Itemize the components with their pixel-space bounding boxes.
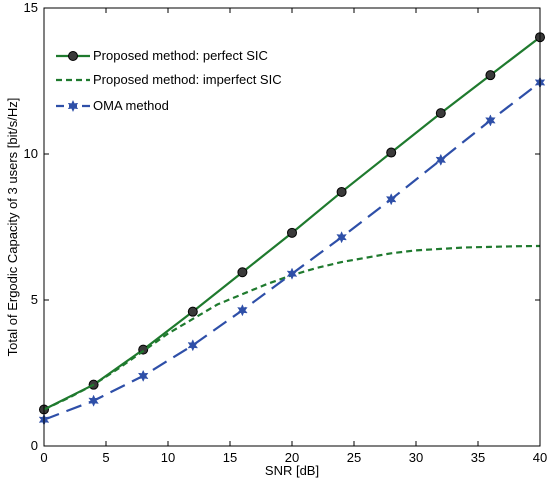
- data-point: [88, 394, 99, 407]
- data-point: [386, 147, 397, 158]
- y-tick-label: 5: [31, 292, 38, 307]
- data-point: [137, 369, 149, 383]
- legend-label: OMA method: [93, 98, 169, 113]
- data-point: [287, 227, 297, 238]
- data-point: [286, 267, 298, 280]
- data-point: [485, 70, 496, 81]
- legend-swatch-marker: [67, 99, 79, 113]
- x-axis-label: SNR [dB]: [265, 463, 319, 478]
- data-point: [336, 186, 347, 197]
- x-tick-label: 35: [471, 450, 485, 465]
- x-tick-label: 25: [347, 450, 361, 465]
- x-tick-label: 10: [161, 450, 175, 465]
- x-tick-label: 30: [409, 450, 423, 465]
- x-tick-label: 5: [102, 450, 109, 465]
- data-point: [435, 153, 447, 166]
- data-point: [336, 231, 347, 244]
- y-axis-label: Total of Ergodic Capacity of 3 users [bi…: [5, 98, 20, 357]
- x-tick-label: 40: [533, 450, 547, 465]
- legend-item-oma: OMA method: [56, 98, 169, 113]
- data-point: [187, 306, 198, 317]
- legend-label: Proposed method: imperfect SIC: [93, 72, 282, 87]
- legend-box: [52, 39, 307, 121]
- tick-labels: 0 5 10 15 20 25 30 35 40 0 5 10 15: [24, 0, 548, 465]
- x-tick-label: 20: [285, 450, 299, 465]
- legend-label: Proposed method: perfect SIC: [93, 48, 268, 63]
- data-point: [68, 51, 78, 61]
- data-point: [237, 304, 248, 317]
- data-point: [435, 108, 446, 119]
- y-tick-label: 10: [24, 146, 38, 161]
- x-tick-label: 15: [223, 450, 237, 465]
- data-point: [237, 267, 248, 278]
- x-tick-label: 0: [40, 450, 47, 465]
- legend-item-imperfect-sic: Proposed method: imperfect SIC: [56, 72, 282, 87]
- y-tick-label: 0: [31, 438, 38, 453]
- legend-swatch-marker: [68, 51, 78, 61]
- y-tick-label: 15: [24, 0, 38, 15]
- legend: Proposed method: perfect SIC Proposed me…: [52, 39, 307, 121]
- data-point: [385, 193, 397, 206]
- data-point: [67, 99, 79, 113]
- legend-item-perfect-sic: Proposed method: perfect SIC: [56, 48, 268, 63]
- plot-frame: [43, 7, 541, 447]
- data-point: [485, 114, 496, 127]
- data-point: [187, 339, 199, 352]
